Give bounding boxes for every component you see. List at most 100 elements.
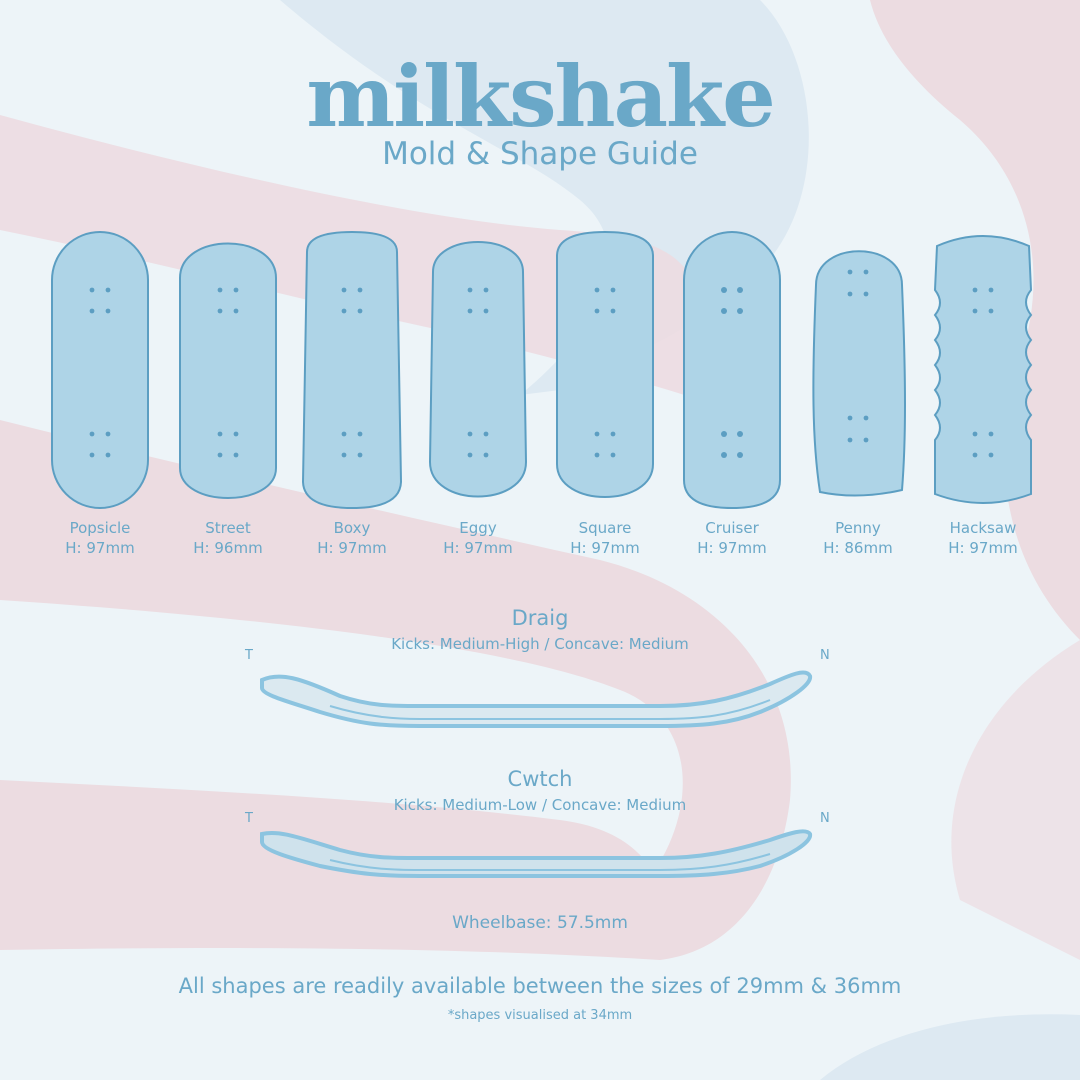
truck-hole — [233, 431, 239, 437]
truck-hole — [594, 308, 600, 314]
shape-height: H: 97mm — [948, 539, 1018, 557]
deck-hacksaw — [933, 235, 1033, 504]
truck-hole — [863, 437, 869, 443]
pink-wave-middle — [0, 420, 791, 960]
truck-hole — [863, 415, 869, 421]
deck-outline — [301, 230, 403, 510]
shape-name: Penny — [835, 519, 881, 537]
truck-hole — [610, 308, 616, 314]
shape-label-hacksaw: Hacksaw H: 97mm — [918, 518, 1048, 558]
truck-hole — [357, 452, 363, 458]
truck-hole — [89, 287, 95, 293]
deck-outline — [683, 231, 781, 510]
truck-hole — [217, 308, 223, 314]
tail-label: T — [245, 811, 253, 826]
truck-hole — [972, 287, 978, 293]
truck-hole — [721, 431, 727, 437]
truck-hole — [357, 308, 363, 314]
wheelbase-label: Wheelbase: 57.5mm — [452, 913, 628, 933]
mold-title-cwtch: Cwtch — [507, 767, 573, 791]
shape-label-cruiser: Cruiser H: 97mm — [667, 518, 797, 558]
truck-hole — [972, 431, 978, 437]
pink-wave-right-lower — [951, 640, 1080, 960]
truck-hole — [89, 431, 95, 437]
shape-height: H: 97mm — [65, 539, 135, 557]
truck-hole — [721, 308, 727, 314]
deck-outline — [556, 230, 654, 498]
deck-popsicle — [51, 231, 149, 509]
shape-height: H: 96mm — [193, 539, 263, 557]
shape-height: H: 97mm — [443, 539, 513, 557]
deck-outline — [933, 235, 1033, 504]
truck-hole — [341, 431, 347, 437]
deck-penny — [812, 250, 906, 497]
truck-hole — [467, 431, 473, 437]
deck-boxy — [301, 230, 403, 510]
deck-square — [556, 230, 654, 498]
truck-hole — [988, 452, 994, 458]
truck-hole — [737, 452, 743, 458]
shape-height: H: 97mm — [570, 539, 640, 557]
truck-hole — [988, 431, 994, 437]
truck-hole — [594, 452, 600, 458]
shape-label-street: Street H: 96mm — [163, 518, 293, 558]
shape-name: Hacksaw — [949, 519, 1017, 537]
truck-hole — [610, 431, 616, 437]
truck-hole — [737, 308, 743, 314]
truck-hole — [847, 415, 853, 421]
truck-hole — [105, 287, 111, 293]
truck-hole — [483, 287, 489, 293]
nose-label: N — [820, 811, 830, 826]
brand-logo: milkshake — [306, 47, 775, 146]
truck-hole — [341, 287, 347, 293]
shape-name: Street — [205, 519, 251, 537]
deck-outline — [812, 250, 906, 497]
footnote: *shapes visualised at 34mm — [447, 1008, 633, 1023]
truck-hole — [863, 269, 869, 275]
shape-height: H: 86mm — [823, 539, 893, 557]
shape-label-boxy: Boxy H: 97mm — [287, 518, 417, 558]
truck-hole — [483, 452, 489, 458]
shape-name: Eggy — [459, 519, 497, 537]
shape-label-popsicle: Popsicle H: 97mm — [35, 518, 165, 558]
shape-height: H: 97mm — [697, 539, 767, 557]
truck-hole — [737, 287, 743, 293]
draig-profile — [260, 670, 813, 728]
truck-hole — [89, 452, 95, 458]
deck-eggy — [428, 241, 528, 498]
truck-hole — [483, 308, 489, 314]
truck-hole — [483, 431, 489, 437]
page-subtitle: Mold & Shape Guide — [382, 136, 698, 172]
truck-hole — [737, 431, 743, 437]
shape-name: Popsicle — [69, 519, 131, 537]
truck-hole — [467, 452, 473, 458]
truck-hole — [721, 287, 727, 293]
truck-hole — [233, 452, 239, 458]
deck-outline — [428, 241, 528, 498]
truck-hole — [105, 452, 111, 458]
truck-hole — [357, 287, 363, 293]
truck-hole — [610, 452, 616, 458]
truck-hole — [341, 452, 347, 458]
truck-hole — [105, 431, 111, 437]
truck-hole — [863, 291, 869, 297]
truck-hole — [847, 291, 853, 297]
footer-note: All shapes are readily available between… — [178, 974, 902, 998]
truck-hole — [341, 308, 347, 314]
truck-hole — [988, 287, 994, 293]
deck-street — [179, 242, 277, 499]
truck-hole — [594, 287, 600, 293]
nose-label: N — [820, 648, 830, 663]
truck-hole — [233, 308, 239, 314]
truck-hole — [89, 308, 95, 314]
truck-hole — [972, 308, 978, 314]
truck-hole — [105, 308, 111, 314]
mold-title-draig: Draig — [511, 606, 569, 630]
truck-hole — [467, 308, 473, 314]
shape-name: Square — [578, 519, 632, 537]
tail-label: T — [245, 648, 253, 663]
truck-hole — [988, 308, 994, 314]
truck-hole — [233, 287, 239, 293]
